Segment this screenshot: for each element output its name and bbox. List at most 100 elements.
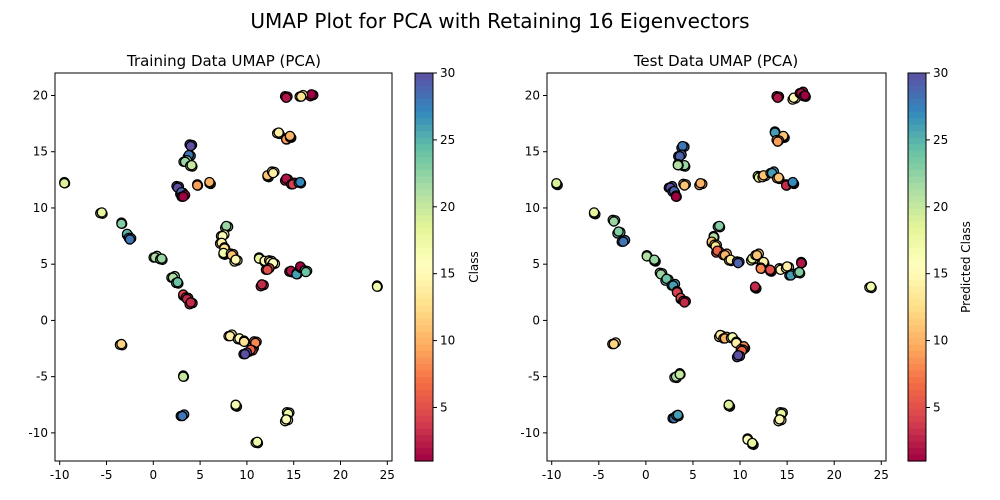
training-point [172, 276, 183, 288]
training-colorbar-band [415, 182, 433, 190]
test-y-tick-label: -5 [528, 370, 540, 384]
test-colorbar-band [908, 286, 926, 294]
test-panel: Test Data UMAP (PCA) -10 -5 0 5 10 15 20 25 -10… [520, 52, 973, 482]
test-point [679, 180, 690, 191]
training-point [280, 92, 292, 103]
test-colorbar-band [908, 344, 926, 352]
training-colorbar-band [415, 195, 433, 203]
test-y-ticks: -10 -5 0 5 10 15 20 [520, 88, 547, 440]
training-colorbar-band [415, 267, 433, 275]
training-point [204, 176, 215, 188]
test-point [613, 226, 624, 237]
training-colorbar-band [415, 98, 433, 106]
test-colorbar-band [908, 234, 926, 242]
test-colorbar-band [908, 318, 926, 326]
training-y-ticks: -10 -5 0 5 10 15 20 [28, 88, 55, 440]
training-y-tick-label: 0 [40, 313, 48, 327]
test-colorbar-band [908, 131, 926, 139]
training-point [239, 348, 251, 360]
training-point [284, 130, 296, 142]
test-point [755, 263, 767, 274]
training-colorbar-band [415, 111, 433, 119]
test-y-tick-label: 10 [525, 201, 540, 215]
test-x-tick-label: 10 [732, 468, 747, 482]
test-x-tick-label: -5 [593, 468, 605, 482]
test-point [608, 338, 620, 350]
test-y-tick-label: 5 [532, 257, 540, 271]
training-colorbar-tick-label: 10 [440, 334, 455, 348]
training-colorbar-band [415, 292, 433, 300]
test-colorbar-band [908, 137, 926, 145]
test-point [747, 437, 758, 449]
training-colorbar-band [415, 189, 433, 197]
test-colorbar-band [908, 305, 926, 313]
training-y-tick-label: 20 [33, 88, 48, 102]
training-colorbar-band [415, 176, 433, 184]
test-colorbar-band [908, 189, 926, 197]
training-colorbar-band [415, 157, 433, 165]
test-point [679, 297, 690, 308]
training-point [185, 297, 196, 308]
training-colorbar-band [415, 254, 433, 262]
test-colorbar-band [908, 376, 926, 384]
training-y-tick-label: -5 [36, 370, 48, 384]
test-point [796, 257, 807, 269]
training-point [59, 177, 70, 189]
training-colorbar-band [415, 208, 433, 216]
training-point [306, 89, 317, 100]
training-points [59, 89, 383, 449]
training-point [192, 180, 203, 191]
test-colorbar-band [908, 409, 926, 417]
test-colorbar-band [908, 299, 926, 307]
training-colorbar-tick-label: 25 [440, 133, 455, 147]
training-colorbar-band [415, 228, 433, 236]
test-colorbar-band [908, 415, 926, 423]
test-point [677, 140, 688, 152]
test-colorbar-band [908, 422, 926, 430]
training-colorbar-band [415, 241, 433, 249]
training-colorbar-band [415, 163, 433, 171]
test-colorbar-band [908, 208, 926, 216]
training-colorbar-band [415, 124, 433, 132]
test-y-tick-label: -10 [520, 426, 540, 440]
test-point [649, 254, 660, 265]
test-colorbar-band [908, 157, 926, 165]
test-colorbar-band [908, 254, 926, 262]
test-point [672, 409, 684, 421]
test-colorbar-band [908, 118, 926, 126]
training-point [273, 127, 284, 138]
training-colorbar-band [415, 364, 433, 372]
test-colorbar-band [908, 357, 926, 365]
test-colorbar-band [908, 364, 926, 372]
test-colorbar: 5 10 15 20 25 30 [907, 66, 948, 462]
test-colorbar-band [908, 448, 926, 456]
test-colorbar-band [908, 85, 926, 93]
training-colorbar-label: Class [467, 251, 481, 283]
training-point [262, 264, 273, 276]
test-colorbar-band [908, 338, 926, 346]
training-colorbar-band [415, 409, 433, 417]
test-colorbar-band [908, 176, 926, 184]
test-x-tick-label: 15 [779, 468, 794, 482]
training-colorbar-band [415, 422, 433, 430]
training-y-tick-label: -10 [28, 426, 48, 440]
test-colorbar-band [908, 435, 926, 443]
test-colorbar-band [908, 247, 926, 255]
training-point [185, 140, 196, 152]
training-point [300, 266, 312, 278]
test-point [772, 92, 783, 103]
training-colorbar-band [415, 428, 433, 436]
training-colorbar-band [415, 79, 433, 87]
test-point [773, 172, 784, 183]
test-point [695, 177, 706, 189]
test-x-tick-label: 25 [874, 468, 889, 482]
training-point [177, 371, 189, 382]
training-colorbar-band [415, 376, 433, 384]
test-point [764, 264, 776, 276]
training-colorbar-tick-label: 20 [440, 200, 455, 214]
training-colorbar-band [415, 325, 433, 333]
test-colorbar-tick-label: 15 [933, 267, 948, 281]
test-colorbar-tick-label: 5 [933, 400, 941, 414]
test-colorbar-tick-label: 10 [933, 334, 948, 348]
training-colorbar-band [415, 279, 433, 287]
